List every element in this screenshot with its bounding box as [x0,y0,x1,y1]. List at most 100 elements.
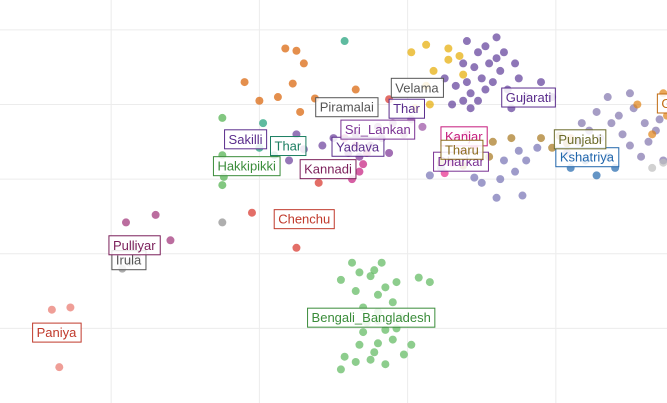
data-point[interactable] [359,160,368,169]
data-point[interactable] [466,89,475,98]
data-point[interactable] [47,305,56,314]
data-point[interactable] [459,96,468,105]
data-point[interactable] [648,163,657,172]
data-point[interactable] [366,272,375,281]
data-point[interactable] [247,208,256,217]
data-point[interactable] [340,352,349,361]
data-point[interactable] [370,266,379,275]
data-point[interactable] [444,55,453,64]
data-point[interactable] [614,111,623,120]
data-point[interactable] [518,191,527,200]
data-point[interactable] [422,40,431,49]
data-point[interactable] [55,363,64,372]
data-point[interactable] [218,113,227,122]
data-point[interactable] [288,79,297,88]
data-point[interactable] [340,37,349,46]
data-point[interactable] [370,348,379,357]
data-point[interactable] [296,107,305,116]
data-point[interactable] [470,173,479,182]
data-point[interactable] [455,51,464,60]
data-point[interactable] [355,340,364,349]
data-point[interactable] [166,236,175,245]
data-point[interactable] [462,78,471,87]
data-point[interactable] [299,59,308,68]
data-point[interactable] [336,275,345,284]
data-point[interactable] [151,210,160,219]
data-point[interactable] [625,89,634,98]
data-point[interactable] [407,340,416,349]
data-point[interactable] [281,44,290,53]
data-point[interactable] [444,44,453,53]
data-point[interactable] [285,156,294,165]
data-point[interactable] [355,167,364,176]
data-point[interactable] [603,93,612,102]
data-point[interactable] [425,278,434,287]
data-point[interactable] [414,273,423,282]
data-point[interactable] [381,283,390,292]
data-point[interactable] [592,171,601,180]
data-point[interactable] [240,78,249,87]
data-point[interactable] [477,74,486,83]
data-point[interactable] [66,303,75,312]
data-point[interactable] [429,66,438,75]
data-point[interactable] [366,355,375,364]
data-point[interactable] [121,218,130,227]
data-point[interactable] [255,96,264,105]
data-point[interactable] [218,181,227,190]
data-point[interactable] [592,107,601,116]
data-point[interactable] [359,328,368,337]
data-point[interactable] [655,115,664,124]
data-point[interactable] [381,325,390,334]
data-point[interactable] [451,81,460,90]
data-point[interactable] [496,66,505,75]
data-point[interactable] [488,78,497,87]
data-point[interactable] [607,119,616,128]
data-point[interactable] [640,119,649,128]
data-point[interactable] [351,85,360,94]
data-point[interactable] [448,100,457,109]
data-point[interactable] [318,141,327,150]
data-point[interactable] [459,70,468,79]
data-point[interactable] [507,134,516,143]
data-point[interactable] [477,178,486,187]
data-point[interactable] [496,175,505,184]
data-point[interactable] [466,104,475,113]
data-point[interactable] [425,100,434,109]
data-point[interactable] [474,96,483,105]
data-point[interactable] [388,298,397,307]
data-point[interactable] [492,193,501,202]
data-point[interactable] [470,63,479,72]
data-point[interactable] [659,158,667,167]
data-point[interactable] [273,93,282,102]
data-point[interactable] [511,167,520,176]
data-point[interactable] [218,218,227,227]
data-point[interactable] [648,130,657,139]
data-point[interactable] [373,290,382,299]
data-point[interactable] [314,178,323,187]
data-point[interactable] [351,287,360,296]
data-point[interactable] [618,130,627,139]
data-point[interactable] [381,360,390,369]
data-point[interactable] [348,258,357,267]
data-point[interactable] [462,37,471,46]
data-point[interactable] [425,171,434,180]
data-point[interactable] [292,46,301,55]
data-point[interactable] [625,141,634,150]
data-point[interactable] [407,48,416,57]
data-point[interactable] [351,357,360,366]
data-point[interactable] [392,278,401,287]
data-point[interactable] [399,350,408,359]
data-point[interactable] [292,243,301,252]
data-point[interactable] [514,74,523,83]
data-point[interactable] [474,48,483,57]
data-point[interactable] [537,134,546,143]
data-point[interactable] [663,111,667,120]
data-point[interactable] [492,54,501,63]
data-point[interactable] [492,33,501,42]
data-point[interactable] [481,85,490,94]
data-point[interactable] [511,59,520,68]
data-point[interactable] [355,268,364,277]
data-point[interactable] [373,339,382,348]
data-point[interactable] [633,100,642,109]
data-point[interactable] [459,59,468,68]
